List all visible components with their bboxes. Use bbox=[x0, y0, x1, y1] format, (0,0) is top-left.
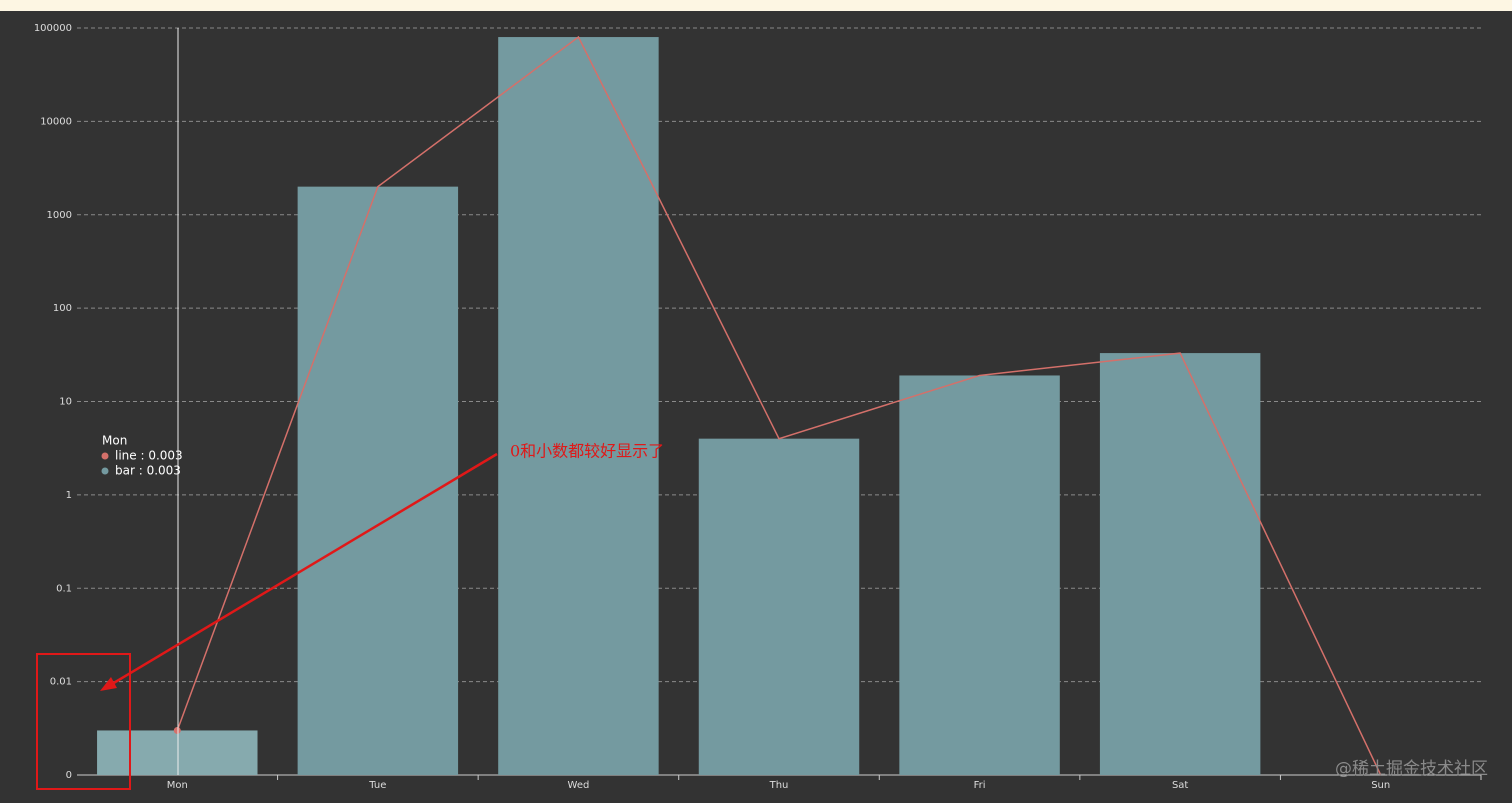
tooltip-dot bbox=[101, 452, 109, 460]
tooltip: Mon line : 0.003 bar : 0.003 bbox=[101, 434, 183, 478]
line-point bbox=[173, 726, 181, 734]
bar bbox=[498, 37, 659, 776]
arrow-line bbox=[111, 452, 498, 686]
x-tick-label: Mon bbox=[167, 780, 188, 791]
bar bbox=[297, 186, 459, 775]
y-tick-label: 10000 bbox=[40, 116, 72, 127]
x-tick-label: Sat bbox=[1172, 780, 1188, 791]
y-tick-label: 0.1 bbox=[56, 583, 72, 594]
tooltip-dot bbox=[101, 467, 109, 475]
y-tick-label: 10 bbox=[59, 397, 72, 408]
arrow-head bbox=[100, 677, 117, 691]
x-tick-label: Sun bbox=[1371, 780, 1390, 791]
line bbox=[176, 35, 1382, 776]
bar bbox=[97, 730, 258, 775]
x-tick-label: Fri bbox=[974, 780, 986, 791]
watermark: @稀土掘金技术社区 bbox=[1335, 759, 1488, 779]
x-tick-label: Tue bbox=[368, 780, 386, 791]
annotation-layer: 0和小数都较好显示了 bbox=[36, 442, 664, 790]
bar bbox=[1099, 353, 1261, 775]
y-tick-label: 100 bbox=[53, 303, 72, 314]
y-tick-label: 0 bbox=[66, 770, 72, 781]
x-tick-label: Wed bbox=[568, 780, 590, 791]
marks-layer bbox=[97, 35, 1382, 776]
y-tick-label: 1000 bbox=[47, 210, 72, 221]
tooltip-title: Mon bbox=[102, 434, 127, 448]
annotation: 0和小数都较好显示了 bbox=[510, 442, 664, 461]
top-strip bbox=[0, 0, 1512, 11]
tooltip-item: line : 0.003 bbox=[115, 449, 183, 463]
x-tick-label: Thu bbox=[769, 780, 789, 791]
highlight-box bbox=[36, 653, 131, 790]
bar bbox=[698, 438, 860, 775]
y-tick-label: 100000 bbox=[34, 23, 72, 34]
bar bbox=[899, 375, 1060, 775]
y-tick-label: 0.01 bbox=[50, 677, 72, 688]
y-tick-label: 1 bbox=[66, 490, 72, 501]
tooltip-item: bar : 0.003 bbox=[115, 464, 181, 478]
